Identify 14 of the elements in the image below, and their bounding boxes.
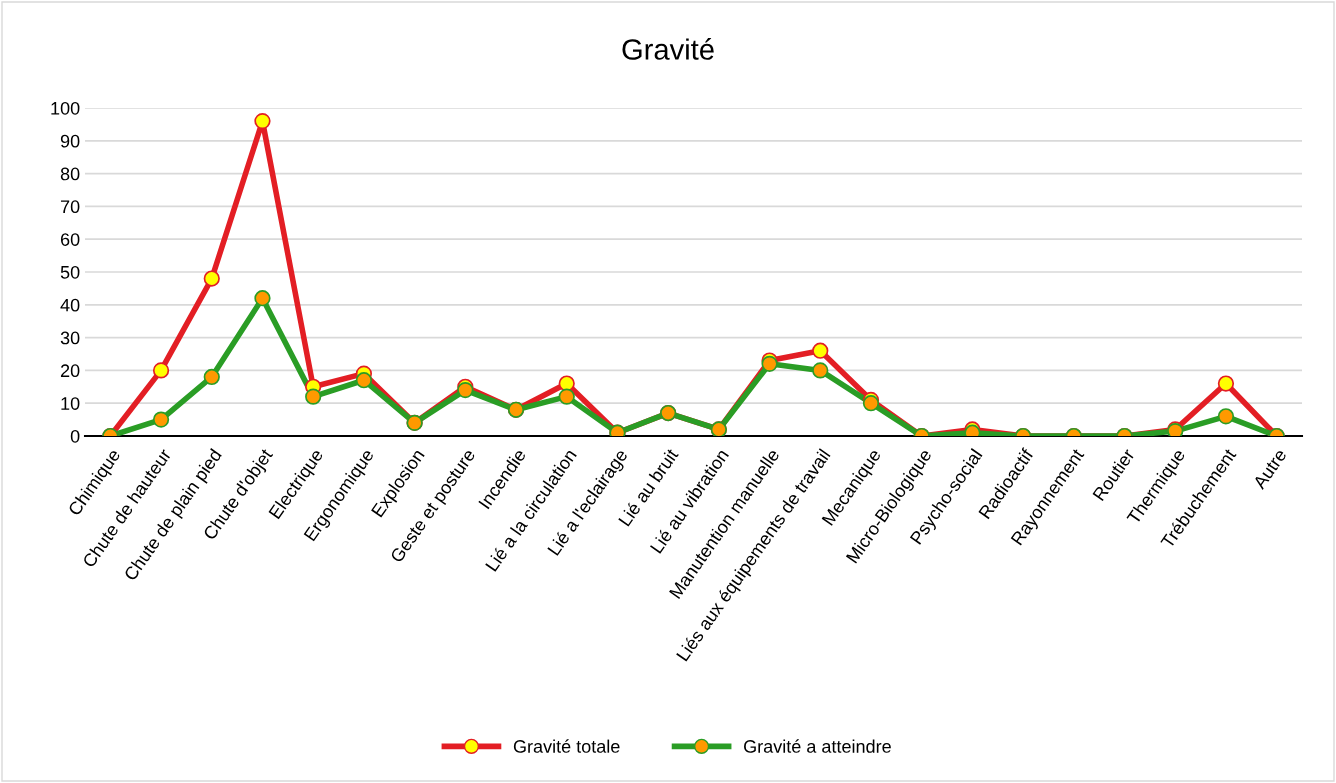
y-tick-label: 70 bbox=[60, 200, 80, 214]
y-tick-label: 40 bbox=[60, 298, 80, 312]
legend-label: Gravité totale bbox=[513, 739, 620, 753]
y-tick-label: 10 bbox=[61, 397, 80, 410]
legend-label: Gravité a atteindre bbox=[744, 739, 891, 753]
y-tick-label: 0 bbox=[70, 429, 80, 443]
chart-title: Gravité bbox=[622, 38, 714, 60]
y-tick-label: 30 bbox=[60, 331, 80, 345]
y-tick-label: 60 bbox=[60, 233, 80, 246]
y-tick-label: 80 bbox=[60, 167, 80, 181]
y-tick-label: 100 bbox=[51, 101, 80, 115]
y-tick-label: 50 bbox=[60, 265, 80, 279]
y-tick-label: 20 bbox=[60, 364, 80, 378]
y-tick-label: 90 bbox=[60, 134, 80, 148]
